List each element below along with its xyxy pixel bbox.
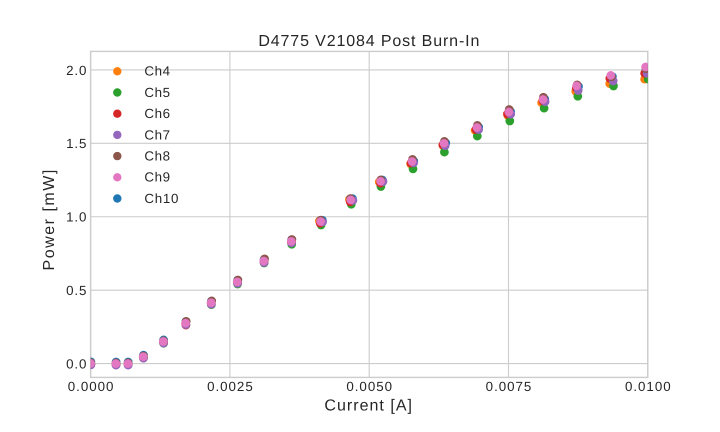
svg-text:1.0: 1.0 <box>66 210 87 225</box>
svg-text:D4775 V21084 Post Burn-In: D4775 V21084 Post Burn-In <box>258 33 480 50</box>
svg-text:Current [A]: Current [A] <box>324 398 413 415</box>
svg-text:0.0000: 0.0000 <box>68 379 115 394</box>
svg-text:Ch8: Ch8 <box>144 149 170 164</box>
svg-text:0.0075: 0.0075 <box>486 379 533 394</box>
svg-text:0.5: 0.5 <box>66 283 87 298</box>
svg-text:Ch9: Ch9 <box>144 170 170 185</box>
svg-text:Ch6: Ch6 <box>144 106 170 121</box>
svg-text:0.0100: 0.0100 <box>625 379 672 394</box>
svg-text:0.0050: 0.0050 <box>346 379 393 394</box>
svg-text:Ch7: Ch7 <box>144 127 170 142</box>
svg-text:1.5: 1.5 <box>66 136 87 151</box>
svg-text:0.0: 0.0 <box>66 357 87 372</box>
svg-text:Ch5: Ch5 <box>144 85 170 100</box>
svg-text:0.0025: 0.0025 <box>207 379 254 394</box>
svg-text:Ch10: Ch10 <box>144 191 179 206</box>
svg-text:Ch4: Ch4 <box>144 64 170 79</box>
svg-text:2.0: 2.0 <box>66 63 87 78</box>
svg-text:Power [mW]: Power [mW] <box>41 168 58 270</box>
